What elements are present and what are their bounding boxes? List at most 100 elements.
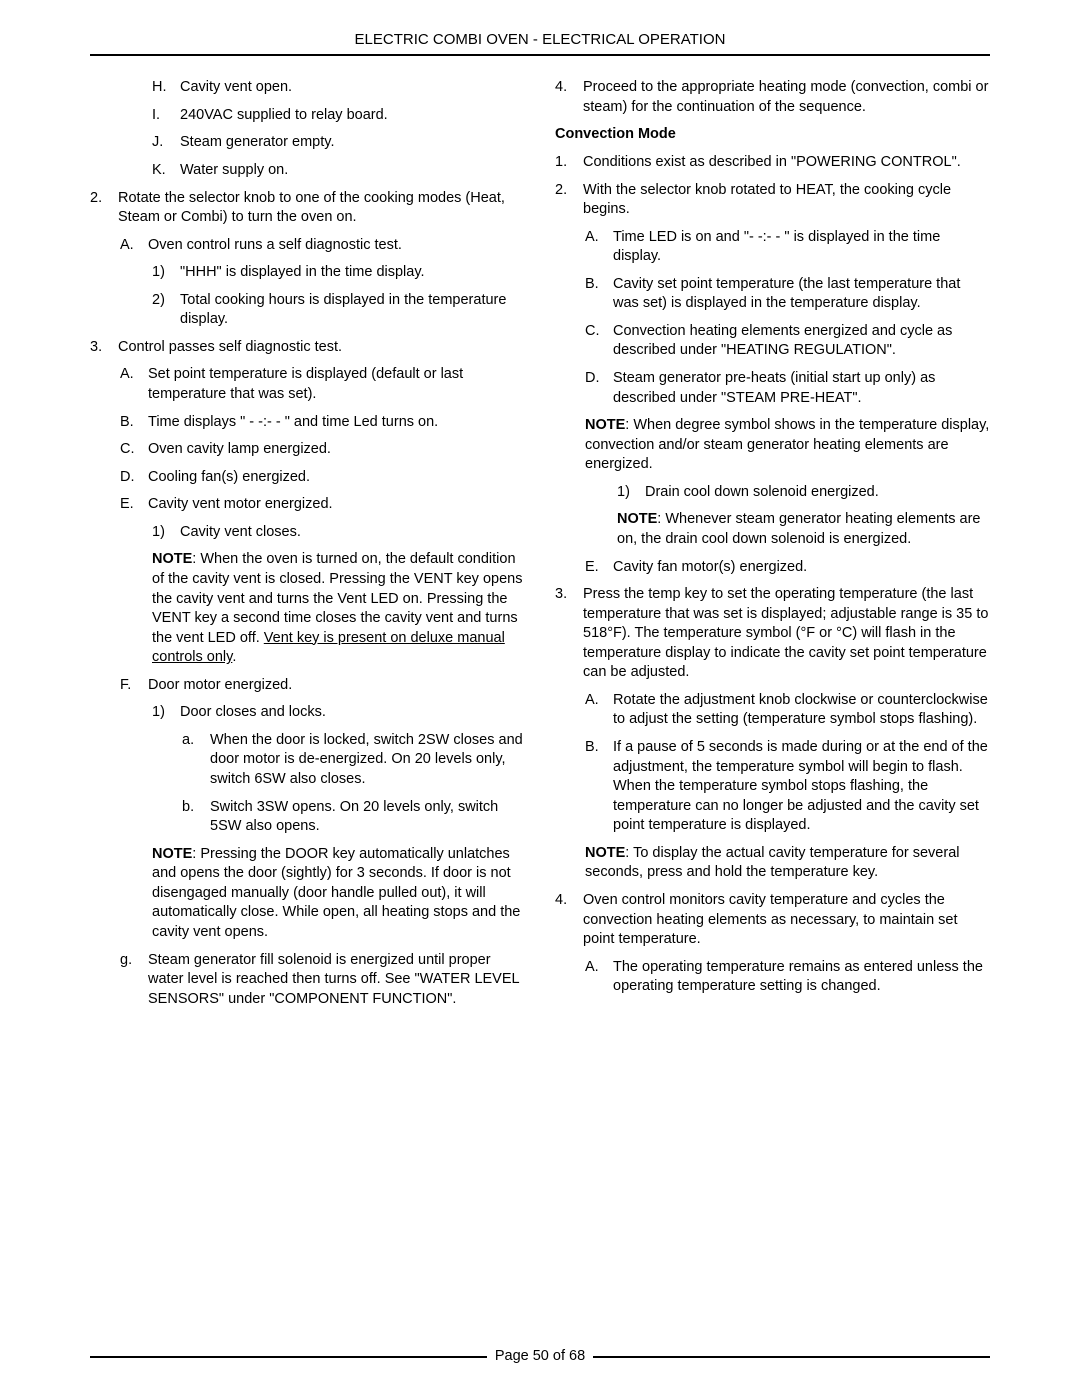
list-item: C. Convection heating elements energized… (585, 322, 990, 361)
item-marker: J. (152, 133, 180, 153)
item-text: Cavity set point temperature (the last t… (613, 275, 990, 314)
item-marker: 1) (152, 703, 180, 723)
item-marker: F. (120, 676, 148, 696)
note-text: NOTE: When degree symbol shows in the te… (585, 416, 990, 475)
item-text: Time displays " - -:- - " and time Led t… (148, 413, 525, 433)
list-item: 4. Proceed to the appropriate heating mo… (555, 78, 990, 117)
item-marker: 3. (555, 585, 583, 683)
list-item: 1) Door closes and locks. (152, 703, 525, 723)
item-text: Cavity vent closes. (180, 523, 525, 543)
list-item: 1) Drain cool down solenoid energized. (617, 483, 990, 503)
list-item: I. 240VAC supplied to relay board. (152, 106, 525, 126)
item-marker: A. (120, 365, 148, 404)
footer-rule-left (90, 1356, 487, 1358)
note-body: : Pressing the DOOR key automatically un… (152, 846, 520, 940)
list-item: E. Cavity vent motor energized. (120, 495, 525, 515)
item-text: Oven control monitors cavity temperature… (583, 891, 990, 950)
item-marker: A. (585, 958, 613, 997)
list-item: a. When the door is locked, switch 2SW c… (182, 731, 525, 790)
list-item: J. Steam generator empty. (152, 133, 525, 153)
list-item: D. Cooling fan(s) energized. (120, 468, 525, 488)
item-marker: A. (120, 236, 148, 256)
list-item: A. The operating temperature remains as … (585, 958, 990, 997)
list-item: A. Set point temperature is displayed (d… (120, 365, 525, 404)
item-text: Rotate the selector knob to one of the c… (118, 189, 525, 228)
list-item: 4. Oven control monitors cavity temperat… (555, 891, 990, 950)
note-label: NOTE (585, 417, 625, 433)
item-text: Convection heating elements energized an… (613, 322, 990, 361)
note-label: NOTE (152, 551, 192, 567)
list-item: 2. Rotate the selector knob to one of th… (90, 189, 525, 228)
item-text: Control passes self diagnostic test. (118, 338, 525, 358)
list-item: A. Oven control runs a self diagnostic t… (120, 236, 525, 256)
item-text: Steam generator pre-heats (initial start… (613, 369, 990, 408)
item-marker: g. (120, 951, 148, 1010)
item-text: Water supply on. (180, 161, 525, 181)
list-item: 2. With the selector knob rotated to HEA… (555, 181, 990, 220)
item-marker: 2. (90, 189, 118, 228)
item-text: 240VAC supplied to relay board. (180, 106, 525, 126)
note-block: NOTE: When degree symbol shows in the te… (585, 416, 990, 475)
item-text: "HHH" is displayed in the time display. (180, 263, 525, 283)
list-item: 3. Press the temp key to set the operati… (555, 585, 990, 683)
item-text: Drain cool down solenoid energized. (645, 483, 990, 503)
item-marker: H. (152, 78, 180, 98)
list-item: g. Steam generator fill solenoid is ener… (120, 951, 525, 1010)
note-text: NOTE: Pressing the DOOR key automaticall… (152, 845, 525, 943)
item-text: When the door is locked, switch 2SW clos… (210, 731, 525, 790)
item-text: The operating temperature remains as ent… (613, 958, 990, 997)
item-text: Steam generator fill solenoid is energiz… (148, 951, 525, 1010)
item-text: Set point temperature is displayed (defa… (148, 365, 525, 404)
list-item: D. Steam generator pre-heats (initial st… (585, 369, 990, 408)
page-number: Page 50 of 68 (487, 1347, 593, 1367)
list-item: 3. Control passes self diagnostic test. (90, 338, 525, 358)
item-marker: 2. (555, 181, 583, 220)
list-item: 1) "HHH" is displayed in the time displa… (152, 263, 525, 283)
list-item: C. Oven cavity lamp energized. (120, 440, 525, 460)
item-marker: a. (182, 731, 210, 790)
item-marker: B. (585, 738, 613, 836)
item-text: Proceed to the appropriate heating mode … (583, 78, 990, 117)
item-text: With the selector knob rotated to HEAT, … (583, 181, 990, 220)
list-item: K. Water supply on. (152, 161, 525, 181)
item-marker: C. (585, 322, 613, 361)
item-text: Press the temp key to set the operating … (583, 585, 990, 683)
item-marker: b. (182, 798, 210, 837)
right-column: 4. Proceed to the appropriate heating mo… (555, 78, 990, 1017)
note-block: NOTE: To display the actual cavity tempe… (585, 844, 990, 883)
item-marker: I. (152, 106, 180, 126)
item-text: If a pause of 5 seconds is made during o… (613, 738, 990, 836)
left-column: H. Cavity vent open. I. 240VAC supplied … (90, 78, 525, 1017)
note-text: NOTE: When the oven is turned on, the de… (152, 550, 525, 667)
note-text: NOTE: Whenever steam generator heating e… (617, 510, 990, 549)
item-marker: 1) (152, 523, 180, 543)
list-item: b. Switch 3SW opens. On 20 levels only, … (182, 798, 525, 837)
item-text: Cavity vent motor energized. (148, 495, 525, 515)
item-marker: B. (120, 413, 148, 433)
list-item: H. Cavity vent open. (152, 78, 525, 98)
note-body-b: . (232, 649, 236, 665)
note-body: : Whenever steam generator heating eleme… (617, 511, 981, 547)
item-marker: K. (152, 161, 180, 181)
item-marker: 4. (555, 891, 583, 950)
item-text: Steam generator empty. (180, 133, 525, 153)
note-block: NOTE: When the oven is turned on, the de… (152, 550, 525, 667)
item-text: Oven cavity lamp energized. (148, 440, 525, 460)
item-text: Door motor energized. (148, 676, 525, 696)
item-text: Total cooking hours is displayed in the … (180, 291, 525, 330)
item-marker: 2) (152, 291, 180, 330)
item-marker: 1) (152, 263, 180, 283)
item-text: Time LED is on and "- -:- - " is display… (613, 228, 990, 267)
list-item: A. Time LED is on and "- -:- - " is disp… (585, 228, 990, 267)
list-item: 1) Cavity vent closes. (152, 523, 525, 543)
item-marker: 3. (90, 338, 118, 358)
item-text: Cavity fan motor(s) energized. (613, 558, 990, 578)
content-columns: H. Cavity vent open. I. 240VAC supplied … (90, 78, 990, 1017)
item-text: Oven control runs a self diagnostic test… (148, 236, 525, 256)
item-text: Cavity vent open. (180, 78, 525, 98)
note-text: NOTE: To display the actual cavity tempe… (585, 844, 990, 883)
list-item: 2) Total cooking hours is displayed in t… (152, 291, 525, 330)
item-marker: A. (585, 228, 613, 267)
list-item: A. Rotate the adjustment knob clockwise … (585, 691, 990, 730)
item-marker: D. (120, 468, 148, 488)
